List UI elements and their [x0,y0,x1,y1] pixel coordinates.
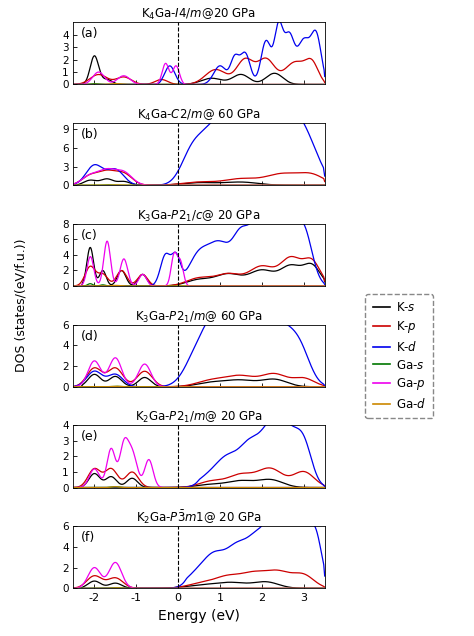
Text: DOS (states/(eV/f.u.)): DOS (states/(eV/f.u.)) [14,238,27,372]
Title: K$_4$Ga-$C2/m$@ 60 GPa: K$_4$Ga-$C2/m$@ 60 GPa [137,108,261,123]
Text: (c): (c) [81,229,98,242]
Title: K$_4$Ga-$I4/m$@20 GPa: K$_4$Ga-$I4/m$@20 GPa [142,7,256,22]
X-axis label: Energy (eV): Energy (eV) [158,609,240,623]
Title: K$_3$Ga-$P2_1/m$@ 60 GPa: K$_3$Ga-$P2_1/m$@ 60 GPa [135,310,263,324]
Title: K$_2$Ga-$P\bar{3}m1$@ 20 GPa: K$_2$Ga-$P\bar{3}m1$@ 20 GPa [136,509,262,526]
Text: (b): (b) [81,128,99,141]
Text: (f): (f) [81,531,95,544]
Title: K$_3$Ga-$P2_1/c$@ 20 GPa: K$_3$Ga-$P2_1/c$@ 20 GPa [137,209,261,224]
Legend: K-$s$, K-$p$, K-$d$, Ga-$s$, Ga-$p$, Ga-$d$: K-$s$, K-$p$, K-$d$, Ga-$s$, Ga-$p$, Ga-… [365,294,433,418]
Title: K$_2$Ga-$P2_1/m$@ 20 GPa: K$_2$Ga-$P2_1/m$@ 20 GPa [135,410,263,425]
Text: (a): (a) [81,27,99,40]
Text: (e): (e) [81,431,99,443]
Text: (d): (d) [81,329,99,343]
